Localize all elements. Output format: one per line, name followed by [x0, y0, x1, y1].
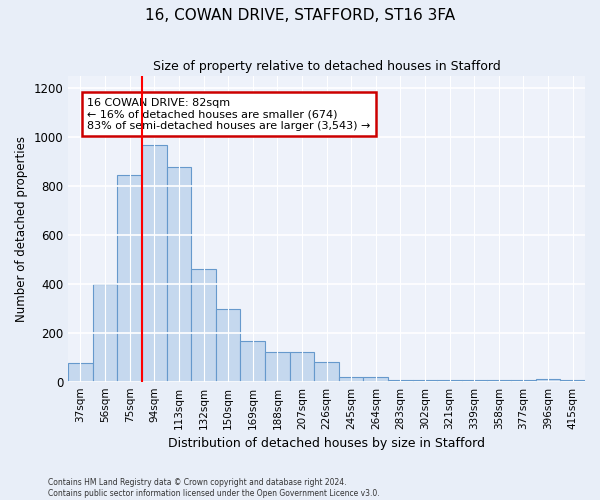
Text: 16 COWAN DRIVE: 82sqm
← 16% of detached houses are smaller (674)
83% of semi-det: 16 COWAN DRIVE: 82sqm ← 16% of detached …: [88, 98, 371, 131]
Bar: [191, 269, 216, 382]
Bar: [68, 364, 93, 382]
Bar: [437, 380, 462, 382]
Bar: [339, 377, 364, 382]
Bar: [364, 377, 388, 382]
Bar: [536, 379, 560, 382]
Bar: [487, 380, 511, 382]
Bar: [388, 380, 413, 382]
Bar: [290, 352, 314, 382]
Title: Size of property relative to detached houses in Stafford: Size of property relative to detached ho…: [153, 60, 500, 73]
Bar: [511, 380, 536, 382]
Bar: [167, 168, 191, 382]
Text: 16, COWAN DRIVE, STAFFORD, ST16 3FA: 16, COWAN DRIVE, STAFFORD, ST16 3FA: [145, 8, 455, 22]
Bar: [413, 380, 437, 382]
Bar: [93, 284, 118, 382]
Y-axis label: Number of detached properties: Number of detached properties: [15, 136, 28, 322]
Bar: [241, 342, 265, 382]
Text: Contains HM Land Registry data © Crown copyright and database right 2024.
Contai: Contains HM Land Registry data © Crown c…: [48, 478, 380, 498]
Bar: [462, 380, 487, 382]
X-axis label: Distribution of detached houses by size in Stafford: Distribution of detached houses by size …: [168, 437, 485, 450]
Bar: [560, 380, 585, 382]
Bar: [314, 362, 339, 382]
Bar: [216, 310, 241, 382]
Bar: [118, 174, 142, 382]
Bar: [142, 146, 167, 382]
Bar: [265, 352, 290, 382]
